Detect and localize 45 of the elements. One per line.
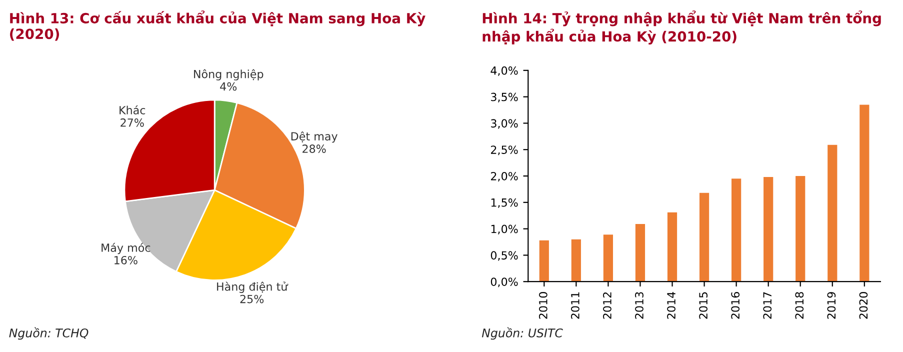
- x-tick-label: 2020: [859, 292, 868, 319]
- x-tick-label: 2016: [731, 292, 740, 319]
- chart-title: Hình 13: Cơ cấu xuất khẩu của Việt Nam sang Hoa Kỳ (2020): [10, 10, 426, 41]
- slice-label: Khác: [120, 105, 146, 114]
- y-tick-label: 1,0%: [491, 224, 518, 234]
- slice-label: Máy móc: [102, 242, 150, 254]
- bar: [764, 177, 774, 282]
- data-label: 28%: [302, 144, 326, 153]
- x-tick-label: 2013: [635, 292, 644, 319]
- text: Nguồn: TCHQ: [9, 327, 88, 340]
- bar: [699, 192, 710, 282]
- data-label: 25%: [240, 294, 264, 304]
- y-tick-label: 0,5%: [490, 251, 518, 261]
- x-tick-label: 2017: [763, 292, 772, 319]
- data-label: 4%: [220, 82, 237, 91]
- bar: [796, 176, 806, 282]
- x-tick-label: 2010: [538, 292, 548, 319]
- x-tick-label: 2011: [570, 292, 580, 319]
- bar: [732, 178, 742, 282]
- y-tick-label: 3,5%: [491, 92, 518, 102]
- data-label: 27%: [120, 118, 144, 127]
- bar: [860, 104, 870, 282]
- bar: [667, 212, 678, 282]
- bar: [539, 240, 549, 282]
- x-tick-label: 2018: [795, 292, 804, 319]
- x-tick-label: 2012: [603, 292, 612, 319]
- x-tick-label: 2019: [827, 292, 836, 319]
- bar: [635, 224, 646, 282]
- text: Nguồn: USITC: [482, 327, 563, 340]
- data-label: 16%: [114, 256, 138, 264]
- y-tick-label: 2,0%: [490, 172, 518, 182]
- y-tick-label: 4,0%: [490, 66, 518, 76]
- slice-label: Nông nghiệp: [194, 69, 264, 80]
- bar: [571, 239, 581, 282]
- y-tick-label: 0,0%: [490, 278, 518, 288]
- slice-label: Dệt may: [291, 131, 338, 143]
- slice-label: Hàng điện tử: [217, 282, 288, 293]
- y-tick-label: 1,5%: [491, 198, 518, 208]
- y-tick-label: 2,5%: [490, 146, 518, 156]
- y-tick-label: 3,0%: [491, 119, 518, 129]
- x-tick-label: 2014: [667, 292, 676, 319]
- x-tick-label: 2015: [699, 292, 708, 319]
- bar: [603, 234, 613, 282]
- chart-title: Hình 14: Tỷ trọng nhập khẩu từ Việt Nam trên tổng nhập khẩu của Hoa Kỳ (2010-20): [482, 10, 881, 44]
- bar: [828, 144, 838, 282]
